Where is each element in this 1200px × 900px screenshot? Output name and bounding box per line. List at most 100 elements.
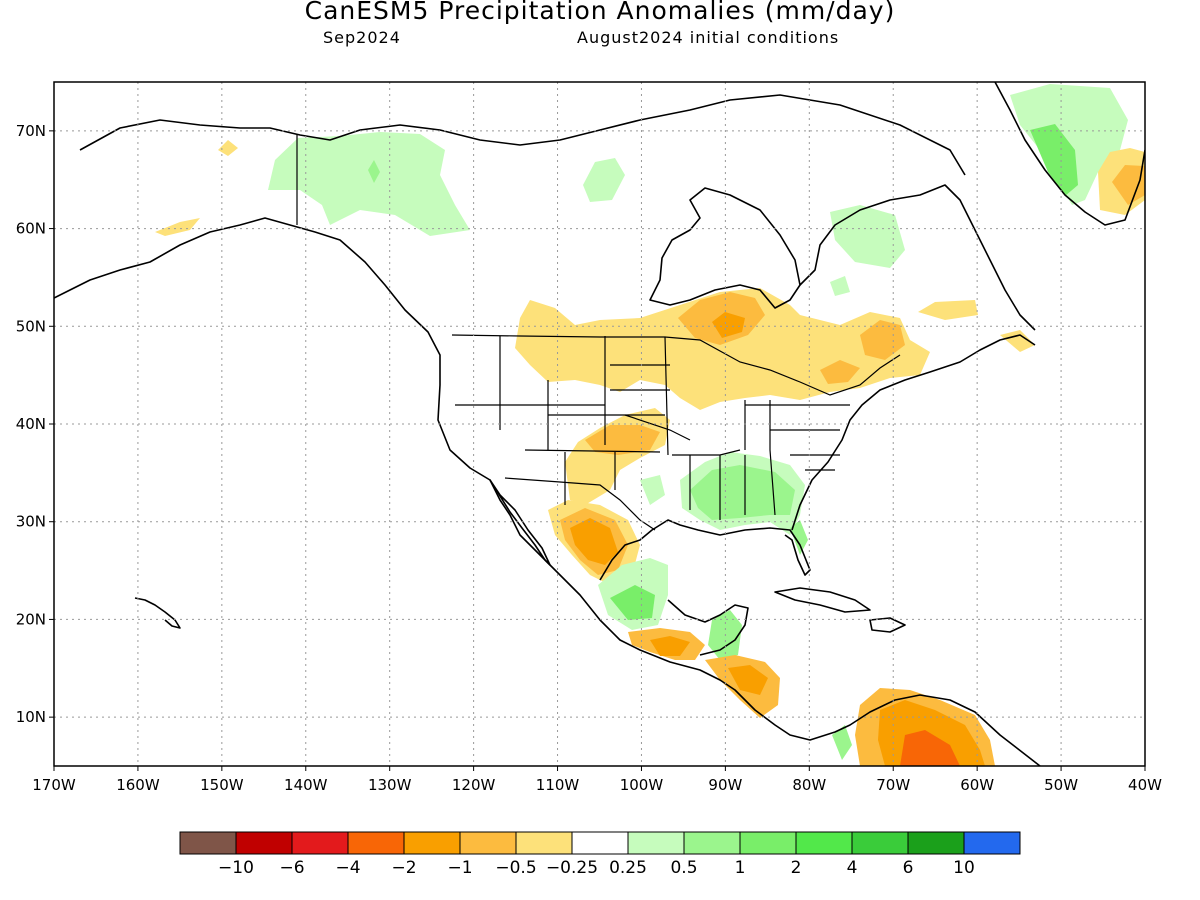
coastline-hispaniola [869, 617, 906, 633]
legend-swatch [795, 831, 853, 855]
lon-tick-label: 80W [792, 776, 826, 794]
legend-swatch [291, 831, 349, 855]
border-states-east [744, 400, 850, 471]
lon-tick-label: 150W [200, 776, 244, 794]
wet-spot-labrador-south [830, 276, 850, 296]
legend-label: −6 [279, 858, 304, 878]
legend-swatch [459, 831, 517, 855]
legend-swatch [403, 831, 461, 855]
legend-swatch [907, 831, 965, 855]
dry-core-ontario [712, 312, 745, 338]
lon-tick-label: 40W [1128, 776, 1162, 794]
lon-tick-label: 120W [452, 776, 496, 794]
dry-spot-alaska-north [218, 140, 238, 156]
coastline-yucatan [667, 599, 749, 656]
legend-label: −4 [335, 858, 360, 878]
coastline-arctic [79, 94, 966, 176]
dry-core-central-america [650, 636, 690, 656]
latitude-axis: 10N 20N 30N 40N 50N 60N 70N [16, 122, 54, 726]
lon-tick-label: 140W [284, 776, 328, 794]
coastline-north-america [54, 217, 1041, 766]
legend-swatch [179, 831, 237, 855]
legend-swatch [571, 831, 629, 855]
legend-swatch [627, 831, 685, 855]
legend-label: −0.5 [495, 858, 536, 878]
legend-label: 6 [903, 858, 914, 878]
wet-spot-panama [832, 725, 852, 760]
legend-label: 1 [735, 858, 746, 878]
dry-spot-quebec [860, 320, 905, 360]
wet-region-nunavut [583, 158, 625, 202]
coastline-gulf-of-mexico [599, 519, 811, 581]
legend-swatch [851, 831, 909, 855]
legend-label: −10 [218, 858, 254, 878]
lat-tick-label: 30N [16, 513, 46, 531]
dry-region-labrador-coast [918, 300, 978, 320]
wet-spot-southeast-us [690, 465, 795, 520]
lon-tick-label: 60W [960, 776, 994, 794]
wet-spot-southern-mexico [610, 585, 655, 620]
legend-swatch [515, 831, 573, 855]
border-states-west [455, 336, 665, 505]
forecast-month: Sep2024 [323, 28, 401, 47]
coastline-baja [489, 479, 551, 566]
dry-core-honduras [728, 665, 768, 695]
coastline-east-us [791, 334, 1036, 531]
legend-label: 10 [953, 858, 975, 878]
coastline-labrador [799, 184, 1036, 331]
lon-tick-label: 70W [876, 776, 910, 794]
legend-label: 0.5 [670, 858, 697, 878]
wet-spot-florida [790, 520, 808, 555]
legend-label: 0.25 [609, 858, 647, 878]
wet-region-northwest-canada [268, 132, 470, 236]
lat-tick-label: 10N [16, 708, 46, 726]
border-us-canada [451, 334, 901, 396]
lon-tick-label: 110W [536, 776, 580, 794]
lat-tick-label: 50N [16, 317, 46, 335]
borders [296, 134, 901, 531]
lon-tick-label: 170W [32, 776, 76, 794]
legend-swatch [963, 831, 1021, 855]
map-title: CanESM5 Precipitation Anomalies (mm/day) [304, 0, 896, 25]
legend-swatch [683, 831, 741, 855]
wet-spot-yukon [368, 160, 380, 183]
legend-label: −0.25 [546, 858, 598, 878]
coastline-cuba [774, 587, 871, 613]
dry-spot-alaska-south [155, 218, 200, 236]
wet-region-labrador [830, 205, 905, 268]
dry-peak-venezuela [900, 730, 960, 766]
lon-tick-label: 130W [368, 776, 412, 794]
lat-tick-label: 70N [16, 122, 46, 140]
legend-swatch [739, 831, 797, 855]
wet-spot-greenland [1030, 124, 1078, 196]
wet-spot-texas [640, 475, 665, 505]
legend-swatch [347, 831, 405, 855]
border-states-central [610, 336, 776, 520]
lat-tick-label: 40N [16, 415, 46, 433]
dry-region-newfoundland [1000, 330, 1035, 352]
legend-swatch [235, 831, 293, 855]
initial-conditions: August2024 initial conditions [577, 28, 840, 47]
graticule [54, 82, 1145, 766]
coastline-hudson-bay [649, 187, 801, 309]
dry-spot-greenland-east [1112, 165, 1145, 205]
legend-label: −2 [391, 858, 416, 878]
coastline-hawaii [134, 597, 181, 629]
lon-tick-label: 50W [1044, 776, 1078, 794]
dry-spot-ontario-east [820, 360, 860, 384]
lon-tick-label: 160W [116, 776, 160, 794]
anomaly-fields [155, 84, 1145, 766]
lon-tick-label: 100W [620, 776, 664, 794]
legend-label: 4 [847, 858, 858, 878]
lat-tick-label: 20N [16, 610, 46, 628]
coastlines [54, 82, 1145, 766]
coastline-greenland [994, 82, 1145, 226]
dry-spot-colorado [585, 425, 660, 455]
lat-tick-label: 60N [16, 220, 46, 238]
dry-core-mexico [570, 518, 618, 565]
legend-label: −1 [447, 858, 472, 878]
lon-tick-label: 90W [708, 776, 742, 794]
precipitation-map: 170W 160W 150W 140W 130W 120W 110W 100W 90W 80W 70… [16, 81, 1162, 794]
longitude-axis: 170W 160W 150W 140W 130W 120W 110W 100W 90W 80W 70… [32, 766, 1162, 794]
